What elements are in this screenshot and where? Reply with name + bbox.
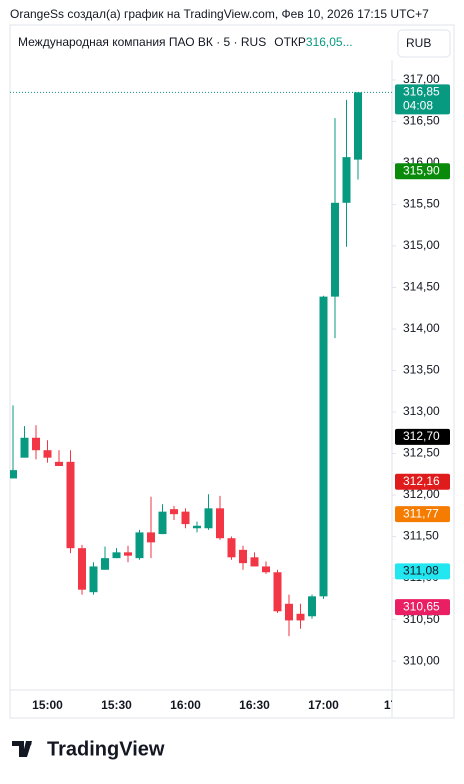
logo: TradingView — [12, 738, 165, 760]
y-tick-label: 314,50 — [403, 280, 440, 294]
candle-body — [319, 296, 328, 597]
candle-body — [112, 552, 121, 559]
candle-body — [32, 437, 40, 451]
candle-body — [273, 572, 282, 612]
candle-body — [204, 508, 213, 529]
candle-body — [135, 532, 144, 559]
price-label-bg — [395, 599, 450, 616]
price-label-bg — [395, 428, 450, 445]
legend-value: 316,05... — [306, 35, 353, 49]
price-label: 316,85 — [403, 85, 440, 99]
x-tick-label: 15:00 — [32, 698, 63, 712]
y-tick-label: 310,00 — [403, 653, 440, 667]
currency-label[interactable]: RUB — [406, 36, 431, 50]
candle-body — [89, 566, 98, 593]
price-label-bg — [395, 563, 450, 580]
candle-body — [10, 470, 17, 479]
price-label: 310,65 — [403, 599, 440, 613]
x-tick-label: 16:30 — [239, 698, 270, 712]
logo-dot — [26, 741, 32, 746]
caption: OrangeSs создал(а) график на TradingView… — [10, 7, 429, 21]
price-label: 312,16 — [403, 474, 440, 488]
price-axis: 317,00316,50316,00315,50315,00314,50314,… — [392, 72, 450, 667]
price-label: 312,70 — [403, 429, 440, 443]
candle-body — [285, 603, 293, 621]
candle-body — [216, 508, 224, 539]
y-tick-label: 312,00 — [403, 487, 440, 501]
y-tick-label: 316,50 — [403, 114, 440, 128]
y-tick-label: 312,50 — [403, 446, 440, 460]
price-label-bg — [395, 506, 450, 523]
candle-body — [55, 461, 63, 466]
x-tick-label: 17: — [384, 698, 401, 712]
candle-body — [147, 532, 155, 543]
candle-body — [193, 525, 201, 529]
currency-button[interactable] — [397, 29, 451, 58]
price-label-bg — [395, 84, 450, 115]
y-tick-label: 310,50 — [403, 612, 440, 626]
candle-body — [124, 552, 132, 556]
candle-body — [66, 461, 75, 549]
y-tick-label: 313,50 — [403, 363, 440, 377]
candle-body — [250, 557, 259, 567]
legend-field: ОТКР — [274, 35, 306, 49]
price-label-bg — [395, 163, 450, 180]
y-tick-label: 317,00 — [403, 72, 440, 86]
candle-body — [20, 437, 29, 458]
legend-symbol: Международная компания ПАО ВК · 5 · RUS О… — [18, 35, 353, 49]
y-tick-label: 313,00 — [403, 404, 440, 418]
candle-body — [354, 92, 362, 160]
logo-text: TradingView — [47, 738, 165, 760]
x-tick-label: 17:00 — [308, 698, 339, 712]
x-tick-label: 15:30 — [101, 698, 132, 712]
candle-body — [296, 613, 305, 621]
candle-body — [308, 596, 316, 617]
candle-body — [78, 548, 86, 590]
candle-body — [331, 202, 339, 297]
y-tick-label: 315,50 — [403, 197, 440, 211]
candle-body — [262, 566, 270, 573]
y-tick-label: 314,00 — [403, 321, 440, 335]
y-tick-label: 311,50 — [403, 529, 439, 543]
candle-body — [342, 157, 351, 203]
price-label: 311,77 — [403, 506, 439, 520]
price-label: 311,08 — [403, 564, 439, 578]
price-label-bg — [395, 473, 450, 490]
time-axis: 15:00 15:30 16:00 16:30 17:00 17: — [32, 698, 401, 712]
candle-body — [227, 538, 236, 558]
candle-body — [239, 549, 247, 564]
candle-body — [158, 511, 167, 535]
candle-body — [170, 509, 178, 515]
x-tick-label: 16:00 — [170, 698, 201, 712]
countdown: 04:08 — [403, 99, 433, 113]
plot — [10, 91, 392, 637]
price-label: 315,90 — [403, 163, 440, 177]
chart-frame — [9, 24, 455, 719]
legend-symbol-text: Международная компания ПАО ВК · 5 · RUS — [18, 35, 266, 49]
candle-body — [101, 558, 109, 570]
candle-body — [43, 450, 52, 458]
y-tick-label: 315,00 — [403, 238, 440, 252]
candle-body — [181, 511, 190, 525]
